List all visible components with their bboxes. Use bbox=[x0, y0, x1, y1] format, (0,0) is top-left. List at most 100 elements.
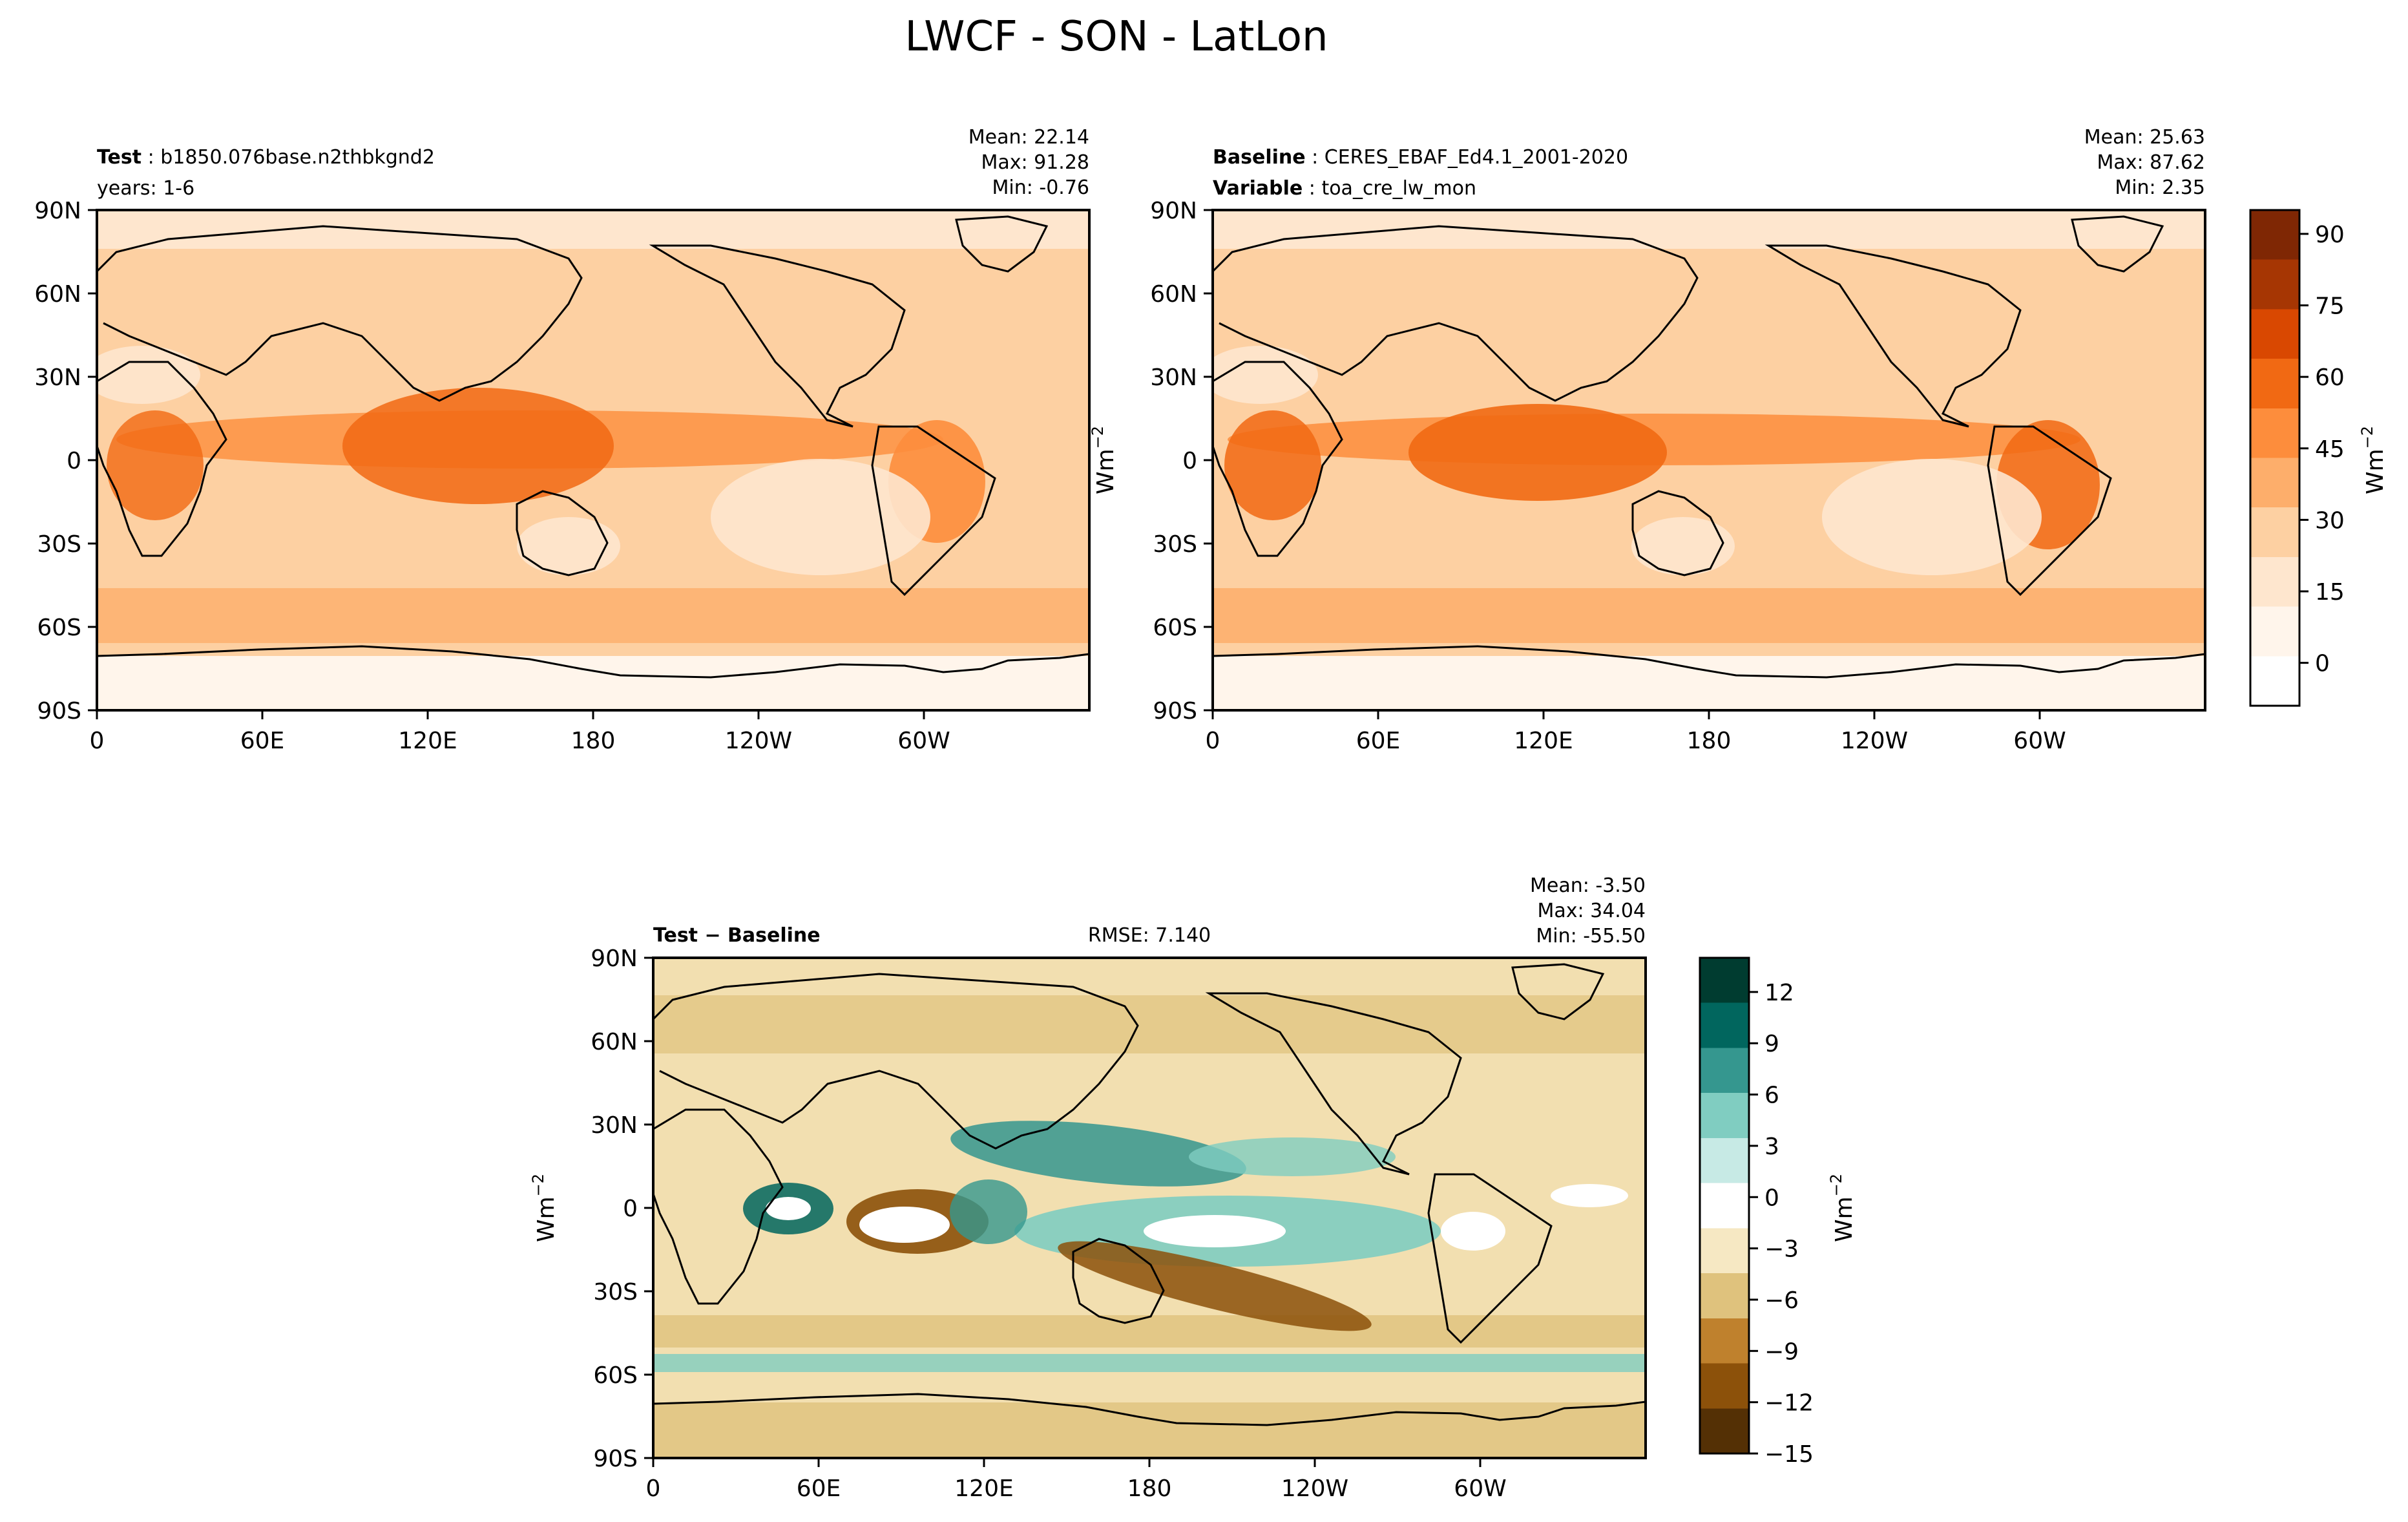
panel-sublabel: Variable : toa_cre_lw_mon bbox=[1213, 177, 1476, 200]
colorbar-frame bbox=[2249, 209, 2301, 707]
coast-australia bbox=[1631, 490, 1724, 576]
ytick-label: 60N bbox=[34, 281, 81, 308]
colorbar-tick-label: 0 bbox=[1764, 1185, 1779, 1211]
coast-africa bbox=[653, 1108, 784, 1305]
colorbar-tick-label: −12 bbox=[1764, 1390, 1814, 1417]
y-axis: 90N 60N 30N 0 30S 60S 90S bbox=[1150, 198, 1213, 724]
xtick-label: 0 bbox=[90, 728, 105, 754]
field-eq-pacific-core bbox=[1144, 1215, 1286, 1247]
colorbar-diff: 12 9 6 3 0 −3 −6 −9 −12 −15 Wm−2 bbox=[1699, 957, 1858, 1468]
field-africa bbox=[1224, 410, 1321, 520]
ytick-label: 60S bbox=[37, 615, 81, 641]
field-se-pacific-min bbox=[711, 459, 930, 575]
colorbar-frame bbox=[1699, 957, 1750, 1455]
coast-africa bbox=[97, 361, 227, 557]
field-sahara-min bbox=[97, 346, 200, 404]
panel-baseline: Baseline : CERES_EBAF_Ed4.1_2001-2020 Va… bbox=[1089, 126, 2206, 754]
coastlines bbox=[1213, 215, 2205, 679]
colorbar-tick-label: 12 bbox=[1764, 980, 1794, 1006]
field-australia-min bbox=[517, 517, 620, 575]
stat-max: Max: 87.62 bbox=[2097, 151, 2205, 174]
xtick-label: 120W bbox=[1281, 1475, 1348, 1502]
ytick-label: 30S bbox=[593, 1279, 638, 1305]
x-axis: 0 60E 120E 180 120W 60W bbox=[1206, 710, 2066, 754]
xtick-label: 60W bbox=[2013, 728, 2066, 754]
panel-label-bold: Test − Baseline bbox=[653, 924, 821, 947]
field-australia-min bbox=[1631, 517, 1735, 575]
ytick-label: 60N bbox=[591, 1029, 638, 1055]
coast-antarctica bbox=[653, 1393, 1646, 1426]
ytick-label: 90N bbox=[591, 946, 638, 972]
y-axis: 90N 60N 30N 0 30S 60S 90S bbox=[34, 198, 97, 724]
ytick-label: 30S bbox=[1153, 531, 1197, 558]
colorbar-tick-label: 9 bbox=[1764, 1031, 1779, 1057]
ytick-label: 0 bbox=[623, 1196, 638, 1222]
coast-south-america bbox=[1427, 1173, 1553, 1344]
field-se-pacific-min bbox=[1822, 459, 2042, 575]
stat-min: Min: 2.35 bbox=[2115, 176, 2205, 199]
field-southern-ocean bbox=[1213, 588, 2205, 643]
ytick-label: 90N bbox=[1150, 198, 1197, 224]
xtick-label: 180 bbox=[1687, 728, 1732, 754]
map-field bbox=[1213, 210, 2205, 710]
field-northern-band bbox=[653, 995, 1646, 1053]
field-southern-negative-band bbox=[653, 1315, 1646, 1348]
map-field bbox=[653, 958, 1646, 1458]
coast-greenland bbox=[2071, 215, 2164, 273]
ytick-label: 0 bbox=[1182, 448, 1197, 474]
xtick-label: 60W bbox=[1454, 1475, 1506, 1502]
panel-sublabel: years: 1-6 bbox=[97, 177, 194, 200]
field-spcz-negative bbox=[1058, 1241, 1372, 1331]
xtick-label: 60E bbox=[797, 1475, 841, 1502]
coast-north-america bbox=[649, 244, 906, 428]
stat-mean: Mean: 22.14 bbox=[968, 126, 1089, 149]
ytick-label: 60S bbox=[1153, 615, 1197, 641]
coast-eurasia bbox=[1213, 225, 1699, 402]
field-nw-pacific-positive bbox=[950, 1121, 1246, 1187]
colorbar-tick-label: 60 bbox=[2315, 365, 2345, 391]
panel-sublabel-bold: Variable bbox=[1213, 177, 1303, 200]
coast-africa bbox=[1213, 361, 1343, 557]
coastlines bbox=[97, 215, 1089, 679]
field-warm-pool bbox=[1408, 404, 1667, 501]
field-warm-pool-positive bbox=[950, 1179, 1027, 1244]
xtick-label: 180 bbox=[1127, 1475, 1172, 1502]
field-atlantic-core bbox=[1551, 1184, 1628, 1207]
field-antarctic bbox=[653, 1402, 1646, 1458]
xtick-label: 180 bbox=[571, 728, 616, 754]
colorbar-fill bbox=[1700, 958, 1749, 1453]
ytick-label: 60S bbox=[593, 1362, 638, 1389]
colorbar-unit-label: Wm−2 bbox=[2358, 426, 2389, 494]
colorbar-tick-label: 6 bbox=[1764, 1083, 1779, 1109]
y-unit-label: Wm−2 bbox=[529, 1174, 560, 1242]
panel-label-value: b1850.076base.n2thbkgnd2 bbox=[160, 146, 435, 169]
ytick-label: 30N bbox=[1150, 365, 1197, 391]
map-field bbox=[97, 210, 1089, 710]
y-unit-label: Wm−2 bbox=[1089, 426, 1119, 494]
ytick-label: 60N bbox=[1150, 281, 1197, 308]
field-arctic bbox=[97, 210, 1089, 249]
colorbar-main: 90 75 60 45 30 15 0 Wm−2 bbox=[2249, 209, 2389, 707]
ytick-label: 0 bbox=[67, 448, 81, 474]
coast-antarctica bbox=[1213, 645, 2205, 679]
field-africa bbox=[107, 410, 204, 520]
field-amazon-core bbox=[1441, 1212, 1505, 1251]
colorbar-tick-label: −9 bbox=[1764, 1338, 1799, 1365]
ytick-label: 90S bbox=[593, 1446, 638, 1472]
x-axis: 0 60E 120E 180 120W 60W bbox=[90, 710, 950, 754]
xtick-label: 0 bbox=[1206, 728, 1220, 754]
stat-mean: Mean: -3.50 bbox=[1530, 874, 1646, 897]
xtick-label: 120E bbox=[1514, 728, 1573, 754]
panel-label-bold: Baseline bbox=[1213, 146, 1306, 169]
field-maritime-core bbox=[859, 1207, 950, 1243]
field-indian-core bbox=[766, 1197, 811, 1220]
colorbar-tick-label: 15 bbox=[2315, 579, 2345, 606]
coast-south-america bbox=[871, 425, 996, 597]
panel-label: Test : b1850.076base.n2thbkgnd2 bbox=[97, 146, 435, 169]
field-arctic bbox=[1213, 210, 2205, 249]
panel-label-value: CERES_EBAF_Ed4.1_2001-2020 bbox=[1324, 146, 1628, 169]
colorbar-tick-label: 3 bbox=[1764, 1134, 1779, 1160]
coastlines bbox=[653, 963, 1646, 1426]
coast-eurasia bbox=[653, 973, 1139, 1150]
